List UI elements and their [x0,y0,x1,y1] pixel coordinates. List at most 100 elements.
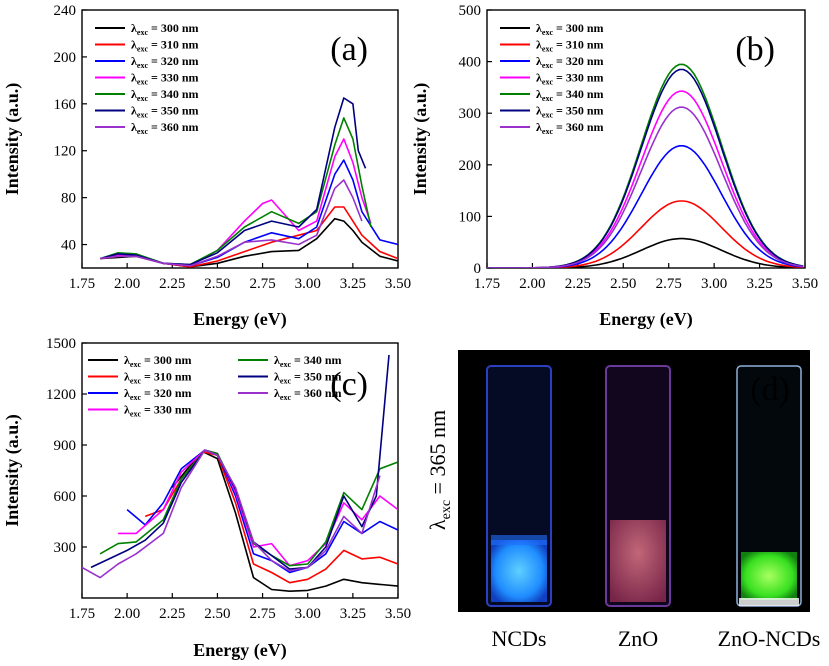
legend-symbol: λ [131,120,137,134]
legend-sub: exc [542,94,554,103]
legend-symbol: λ [131,21,137,35]
x-tick-label-b-1: 2.00 [519,276,545,292]
legend-value: = 300 nm [553,21,604,35]
legend-symbol: λ [131,104,137,118]
x-tick-label-a-0: 1.75 [69,276,95,292]
legend-symbol: λ [131,38,137,52]
x-tick-label-b-5: 3.00 [701,276,727,292]
legend-sub: exc [280,360,292,369]
legend-sub: exc [542,127,554,136]
plot-frame-c [81,342,399,599]
y-tick-label-b-5: 500 [459,3,482,19]
legend-sub: exc [542,111,554,120]
x-tick-label-b-2: 2.25 [565,276,591,292]
legend-entry-a-1: λexc = 310 nm [131,38,199,54]
legend-entry-b-3: λexc = 330 nm [536,71,604,87]
legend-symbol: λ [536,104,542,118]
legend-value: = 320 nm [553,54,604,68]
legend-entry-c-4: λexc = 340 nm [274,353,342,369]
legend-value: = 310 nm [553,38,604,52]
legend-symbol: λ [131,71,137,85]
x-tick-label-a-7: 3.50 [385,276,411,292]
series-line-a-0 [100,217,398,268]
y-tick-label-b-2: 200 [459,158,482,174]
legend-sub: exc [137,45,149,54]
legend-sub: exc [280,393,292,402]
x-tick-label-c-0: 1.75 [69,606,95,622]
series-group-a [99,97,398,268]
legend-sub: exc [542,61,554,70]
x-tick-label-c-2: 2.25 [159,606,185,622]
legend-value: = 320 nm [141,386,192,400]
series-line-c-2 [126,449,398,574]
series-line-c-6 [82,449,381,579]
plot-frame-a [81,9,399,269]
vial-zno [605,365,671,607]
legend-entry-b-2: λexc = 320 nm [536,54,604,70]
x-tick-label-a-1: 2.00 [114,276,140,292]
legend-entry-a-5: λexc = 350 nm [131,104,199,120]
x-tick-label-b-4: 2.75 [656,276,682,292]
series-line-b-1 [487,200,804,268]
legend-value: = 330 nm [141,403,192,417]
legend-entry-a-6: λexc = 360 nm [131,120,199,136]
y-tick-label-a-2: 120 [54,144,77,160]
legend-value: = 360 nm [148,120,199,134]
legend-symbol: λ [536,120,542,134]
legend-symbol: λ [536,21,542,35]
panel-label-c: (c) [330,366,368,403]
x-tick-label-b-7: 3.50 [792,276,818,292]
x-tick-label-a-6: 3.25 [340,276,366,292]
legend-sub: exc [137,78,149,87]
legend-sub: exc [280,377,292,386]
legend-value: = 310 nm [141,370,192,384]
legend-symbol: λ [536,54,542,68]
legend-entry-a-3: λexc = 330 nm [131,71,199,87]
series-line-a-6 [99,179,363,267]
legend-entry-c-6: λexc = 360 nm [274,386,342,402]
legend-value: = 350 nm [148,104,199,118]
vial-zno-ncds [736,365,802,607]
x-tick-label-c-4: 2.75 [249,606,275,622]
legend-symbol: λ [536,71,542,85]
series-line-b-3 [487,90,804,268]
legend-symbol: λ [124,386,130,400]
legend-symbol: λ [274,370,280,384]
x-tick-label-a-2: 2.25 [159,276,185,292]
legend-entry-c-1: λexc = 310 nm [124,370,192,386]
legend-value: = 320 nm [148,54,199,68]
legend-value: = 330 nm [553,71,604,85]
y-tick-label-a-4: 200 [54,50,77,66]
legend-entry-b-4: λexc = 340 nm [536,87,604,103]
legend-entry-a-2: λexc = 320 nm [131,54,199,70]
legend-symbol: λ [274,353,280,367]
y-tick-label-b-0: 0 [474,261,482,277]
side-label-rest: = 365 nm [425,410,450,500]
series-line-c-4 [99,449,398,567]
y-tick-label-b-3: 300 [459,106,482,122]
excitation-side-label: λexc = 365 nm [425,410,454,530]
series-line-b-0 [487,237,804,268]
panel-label-a: (a) [330,31,368,68]
legend-sub: exc [130,377,142,386]
y-axis-label-a: Intensity (a.u.) [2,83,23,196]
legend-entry-c-0: λexc = 300 nm [124,353,192,369]
legend-value: = 310 nm [148,38,199,52]
y-tick-label-c-0: 300 [54,540,77,556]
legend-sub: exc [130,410,142,419]
panel-c-chart: 1.75 2.00 2.25 2.50 2.75 3.00 3.25 3.50 300 600 90… [2,336,411,661]
legend-entry-b-5: λexc = 350 nm [536,104,604,120]
legend-symbol: λ [536,87,542,101]
y-tick-label-a-5: 240 [54,3,77,19]
y-tick-label-c-2: 900 [54,438,77,454]
legend-sub: exc [137,61,149,70]
panel-a-chart: 1.75 2.00 2.25 2.50 2.75 3.00 3.25 3.50 40 80 120 1… [2,3,411,330]
legend-entry-c-2: λexc = 320 nm [124,386,192,402]
y-tick-label-c-3: 1200 [46,387,76,403]
y-tick-label-c-4: 1500 [46,336,76,352]
x-tick-label-b-0: 1.75 [474,276,500,292]
legend-sub: exc [130,393,142,402]
vial-label-zno: ZnO [618,626,658,651]
legend-sub: exc [137,28,149,37]
legend-symbol: λ [124,403,130,417]
